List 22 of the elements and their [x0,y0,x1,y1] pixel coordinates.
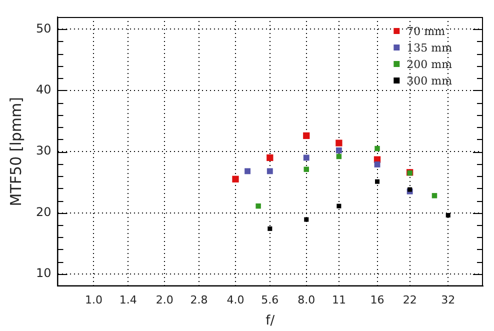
x-tick-label: 2.8 [190,294,208,307]
legend-label: 300 mm [406,74,453,88]
x-tick-label: 2.0 [156,294,174,307]
legend-label: 135 mm [406,41,453,54]
x-tick-label: 1.0 [84,294,102,307]
x-tick-label: 11 [332,294,346,307]
legend-label: 200 mm [406,58,453,71]
y-axis-title: MTF50 [lpmm] [6,96,25,206]
y-tick-label: 30 [36,144,52,158]
x-tick-label: 22 [402,294,417,307]
x-tick-label: 5.6 [261,294,279,307]
x-tick-label: 8.0 [298,294,316,307]
legend-label: 70 mm [406,24,446,38]
x-axis-title: f/ [266,314,276,329]
y-tick-label: 10 [36,266,52,280]
y-tick-label: 20 [36,204,52,219]
x-tick-label: 32 [441,294,456,307]
y-tick-label: 40 [36,82,52,97]
y-tick-label: 50 [36,21,52,36]
x-tick-label: 16 [370,294,384,307]
x-tick-label: 1.4 [119,294,137,307]
x-tick-label: 4.0 [226,294,244,307]
